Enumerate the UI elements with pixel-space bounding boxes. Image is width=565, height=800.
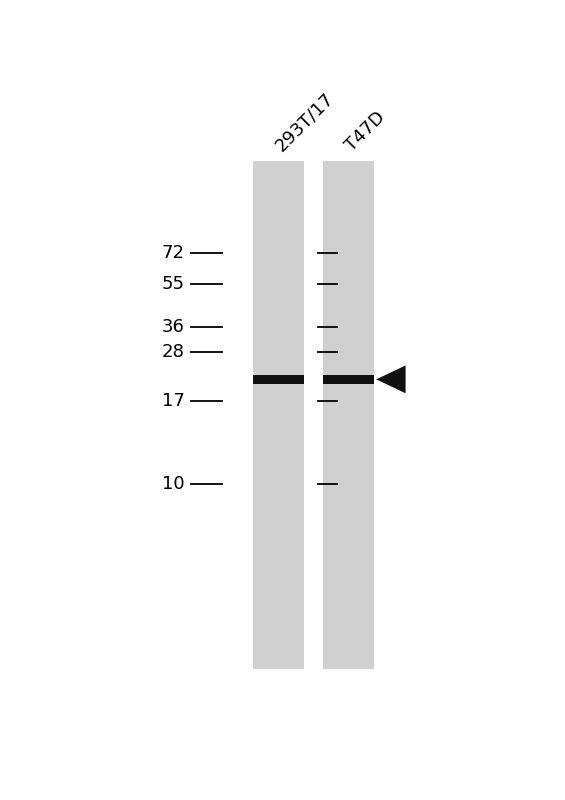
Text: 10: 10	[162, 475, 184, 493]
Bar	[254, 375, 304, 384]
Bar	[254, 161, 304, 669]
Bar	[324, 375, 374, 384]
Text: 17: 17	[162, 392, 184, 410]
Text: T47D: T47D	[342, 108, 388, 154]
Polygon shape	[376, 366, 406, 394]
Text: 36: 36	[162, 318, 184, 336]
Text: 293T/17: 293T/17	[272, 89, 337, 154]
Text: 28: 28	[162, 342, 184, 361]
Text: 72: 72	[162, 244, 184, 262]
Text: 55: 55	[162, 275, 184, 293]
Bar	[324, 161, 374, 669]
